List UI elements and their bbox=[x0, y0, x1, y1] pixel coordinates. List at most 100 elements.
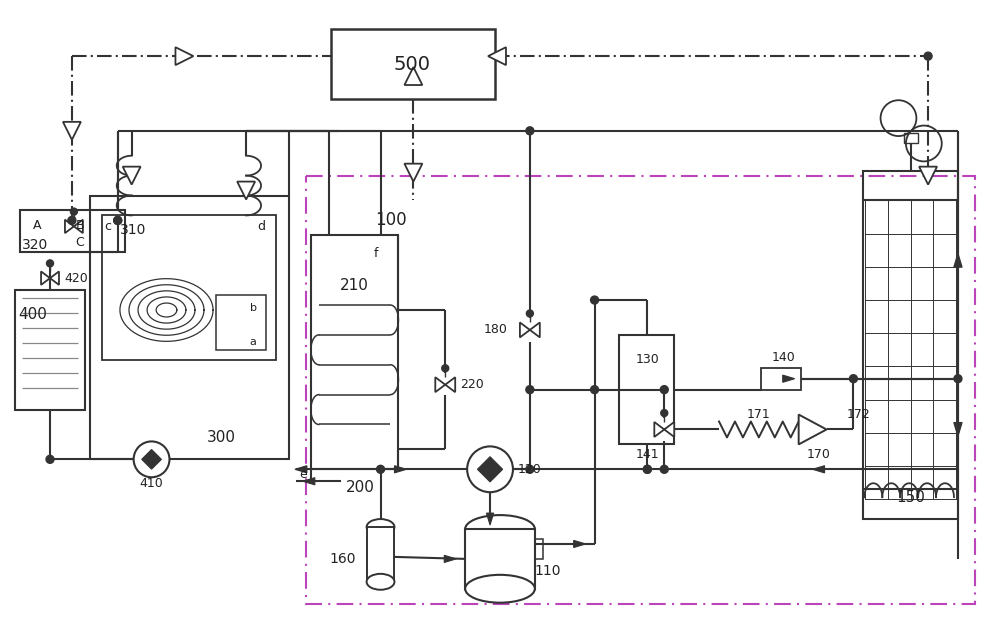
Circle shape bbox=[70, 208, 77, 215]
Circle shape bbox=[114, 216, 122, 224]
Polygon shape bbox=[295, 466, 307, 473]
Polygon shape bbox=[175, 47, 193, 65]
Polygon shape bbox=[50, 272, 59, 285]
Polygon shape bbox=[435, 377, 445, 392]
Polygon shape bbox=[237, 181, 255, 199]
Polygon shape bbox=[574, 540, 586, 548]
Polygon shape bbox=[520, 323, 530, 338]
Bar bbox=[90, 196, 289, 459]
Circle shape bbox=[134, 442, 169, 477]
Bar bbox=[367, 527, 394, 582]
Circle shape bbox=[661, 409, 668, 417]
Circle shape bbox=[660, 386, 668, 394]
Text: 210: 210 bbox=[340, 278, 369, 293]
Polygon shape bbox=[954, 254, 962, 267]
Text: c: c bbox=[104, 220, 111, 233]
Text: 300: 300 bbox=[207, 430, 236, 445]
Circle shape bbox=[526, 465, 534, 473]
Circle shape bbox=[482, 465, 490, 473]
Text: f: f bbox=[373, 247, 378, 260]
Polygon shape bbox=[477, 457, 503, 482]
Bar bbox=[15, 290, 85, 409]
Bar bbox=[904, 133, 918, 143]
Circle shape bbox=[660, 465, 668, 473]
Polygon shape bbox=[404, 164, 422, 181]
Polygon shape bbox=[142, 449, 161, 469]
Text: 310: 310 bbox=[120, 224, 146, 237]
Circle shape bbox=[442, 364, 449, 372]
Polygon shape bbox=[123, 166, 141, 184]
Polygon shape bbox=[486, 513, 494, 525]
Text: 500: 500 bbox=[394, 55, 431, 74]
Circle shape bbox=[526, 386, 534, 394]
Polygon shape bbox=[404, 67, 422, 85]
Bar bbox=[306, 176, 975, 604]
Text: b: b bbox=[250, 303, 257, 313]
Text: 141: 141 bbox=[636, 448, 659, 461]
Polygon shape bbox=[664, 422, 674, 437]
Polygon shape bbox=[63, 122, 81, 140]
Text: 180: 180 bbox=[484, 323, 508, 336]
Text: 170: 170 bbox=[807, 448, 831, 461]
Circle shape bbox=[114, 216, 122, 224]
Circle shape bbox=[591, 386, 599, 394]
Text: 110: 110 bbox=[535, 564, 561, 578]
Ellipse shape bbox=[367, 519, 394, 535]
Circle shape bbox=[849, 374, 857, 383]
Polygon shape bbox=[41, 272, 50, 285]
Circle shape bbox=[924, 52, 932, 60]
Text: 320: 320 bbox=[22, 238, 48, 252]
Text: A: A bbox=[33, 219, 41, 232]
Bar bbox=[20, 211, 125, 252]
Circle shape bbox=[47, 260, 53, 267]
Text: 172: 172 bbox=[847, 408, 870, 421]
Polygon shape bbox=[65, 220, 74, 233]
Polygon shape bbox=[303, 478, 315, 485]
Bar bbox=[102, 216, 276, 360]
Circle shape bbox=[68, 216, 76, 224]
Bar bbox=[331, 29, 495, 99]
Polygon shape bbox=[954, 422, 962, 437]
Text: C: C bbox=[76, 236, 84, 249]
Ellipse shape bbox=[465, 515, 535, 543]
Text: 120: 120 bbox=[518, 463, 542, 476]
Ellipse shape bbox=[465, 575, 535, 602]
Polygon shape bbox=[799, 414, 827, 444]
Polygon shape bbox=[488, 47, 506, 65]
Polygon shape bbox=[530, 323, 540, 338]
Text: 140: 140 bbox=[772, 351, 796, 364]
Bar bbox=[216, 295, 266, 350]
Text: 100: 100 bbox=[375, 211, 406, 229]
Text: d: d bbox=[257, 220, 265, 233]
Text: 171: 171 bbox=[747, 408, 771, 421]
Text: 200: 200 bbox=[346, 480, 375, 495]
Polygon shape bbox=[654, 422, 664, 437]
Circle shape bbox=[526, 127, 534, 135]
Text: 130: 130 bbox=[635, 353, 659, 366]
Text: 400: 400 bbox=[18, 308, 47, 323]
Bar bbox=[619, 335, 674, 444]
Text: e: e bbox=[299, 468, 307, 481]
Bar bbox=[465, 529, 535, 589]
Ellipse shape bbox=[367, 574, 394, 590]
Circle shape bbox=[46, 455, 54, 464]
Polygon shape bbox=[813, 466, 825, 473]
Circle shape bbox=[467, 447, 513, 492]
Circle shape bbox=[526, 310, 533, 317]
Bar bbox=[863, 171, 958, 519]
Circle shape bbox=[954, 374, 962, 383]
Text: a: a bbox=[250, 337, 257, 347]
Text: 420: 420 bbox=[64, 272, 88, 285]
Circle shape bbox=[643, 465, 651, 473]
Bar bbox=[515, 539, 543, 559]
Polygon shape bbox=[444, 555, 456, 563]
Text: 160: 160 bbox=[329, 552, 356, 566]
Text: B: B bbox=[76, 219, 84, 232]
Polygon shape bbox=[394, 466, 406, 473]
Bar bbox=[311, 235, 398, 469]
Polygon shape bbox=[919, 166, 937, 184]
Text: 220: 220 bbox=[460, 378, 484, 391]
Circle shape bbox=[643, 465, 651, 473]
Text: 410: 410 bbox=[140, 477, 163, 490]
Circle shape bbox=[377, 465, 385, 473]
